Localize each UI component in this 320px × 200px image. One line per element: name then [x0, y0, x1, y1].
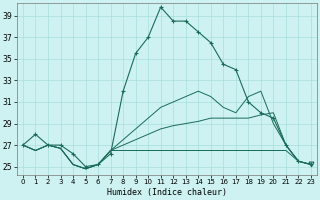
X-axis label: Humidex (Indice chaleur): Humidex (Indice chaleur): [107, 188, 227, 197]
